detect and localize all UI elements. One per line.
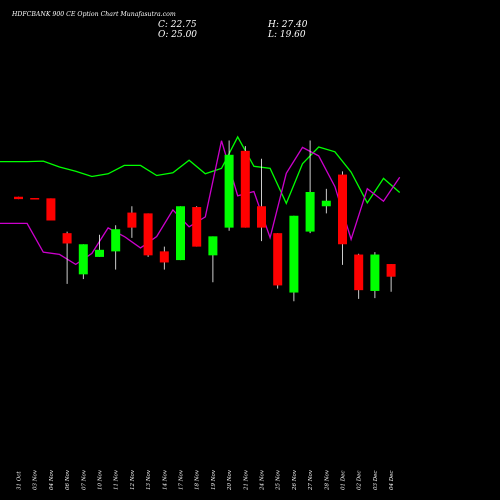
candle-down [386, 264, 396, 277]
candle-down [14, 196, 23, 200]
x-tick-label: 31 Oct [17, 471, 23, 490]
candle-up [95, 249, 104, 257]
open-label: O: 25.00 [158, 30, 197, 40]
candle-down [30, 198, 40, 200]
candle-up [208, 236, 218, 256]
x-tick-label: 24 Nov [260, 469, 266, 491]
candle-up [176, 206, 185, 261]
candle-up [78, 244, 88, 275]
chart-title: HDFCBANK 900 CE Option Chart Munafasutra… [11, 11, 176, 18]
candle-down [338, 174, 347, 245]
candle-down [62, 233, 72, 244]
x-tick-label: 28 Nov [324, 469, 330, 491]
x-tick-label: 11 Nov [114, 469, 120, 490]
candle-down [273, 233, 283, 286]
candle-down [127, 212, 137, 228]
candle-down [240, 150, 250, 228]
x-tick-label: 10 Nov [98, 469, 104, 490]
x-tick-label: 18 Nov [195, 469, 201, 490]
candle-down [354, 254, 364, 291]
x-tick-label: 03 Nov [33, 469, 39, 490]
high-label: H: 27.40 [267, 20, 308, 30]
candle-down [143, 213, 153, 256]
x-tick-label: 02 Dec [357, 471, 363, 491]
x-tick-label: 04 Nov [49, 469, 55, 490]
x-tick-label: 14 Nov [162, 469, 168, 490]
plot-area: 31 Oct 03 Nov 04 Nov 06 Nov 07 Nov 10 Nov 11 N… [0, 135, 401, 491]
middle-indicator-line [0, 140, 401, 266]
x-tick-label: 21 Nov [243, 469, 249, 491]
candle-up [224, 154, 234, 228]
upper-indicator-line [0, 135, 401, 206]
x-tick-label: 06 Nov [65, 469, 71, 490]
x-tick-label: 04 Dec [389, 471, 395, 491]
low-label: L: 19.60 [267, 30, 306, 40]
x-tick-label: 12 Nov [130, 469, 136, 490]
x-tick-label: 19 Nov [211, 469, 217, 490]
candle-down [46, 198, 56, 221]
candle-up [321, 200, 331, 207]
x-tick-label: 26 Nov [292, 469, 298, 491]
candle-down [159, 251, 169, 263]
x-tick-label: 01 Dec [341, 471, 347, 491]
close-label: C: 22.75 [158, 20, 197, 30]
candle-up [289, 215, 299, 293]
candle-up [305, 192, 315, 232]
candle-down [192, 207, 202, 247]
x-tick-label: 25 Nov [276, 469, 282, 491]
x-tick-label: 27 Nov [308, 469, 314, 491]
x-tick-label: 03 Dec [373, 471, 379, 491]
x-tick-label: 20 Nov [227, 469, 233, 491]
x-tick-label: 17 Nov [179, 469, 185, 490]
x-tick-label: 13 Nov [146, 469, 152, 490]
candle-up [111, 229, 121, 252]
x-tick-label: 07 Nov [81, 469, 87, 490]
candle-up [370, 254, 380, 291]
candle-down [257, 206, 266, 228]
